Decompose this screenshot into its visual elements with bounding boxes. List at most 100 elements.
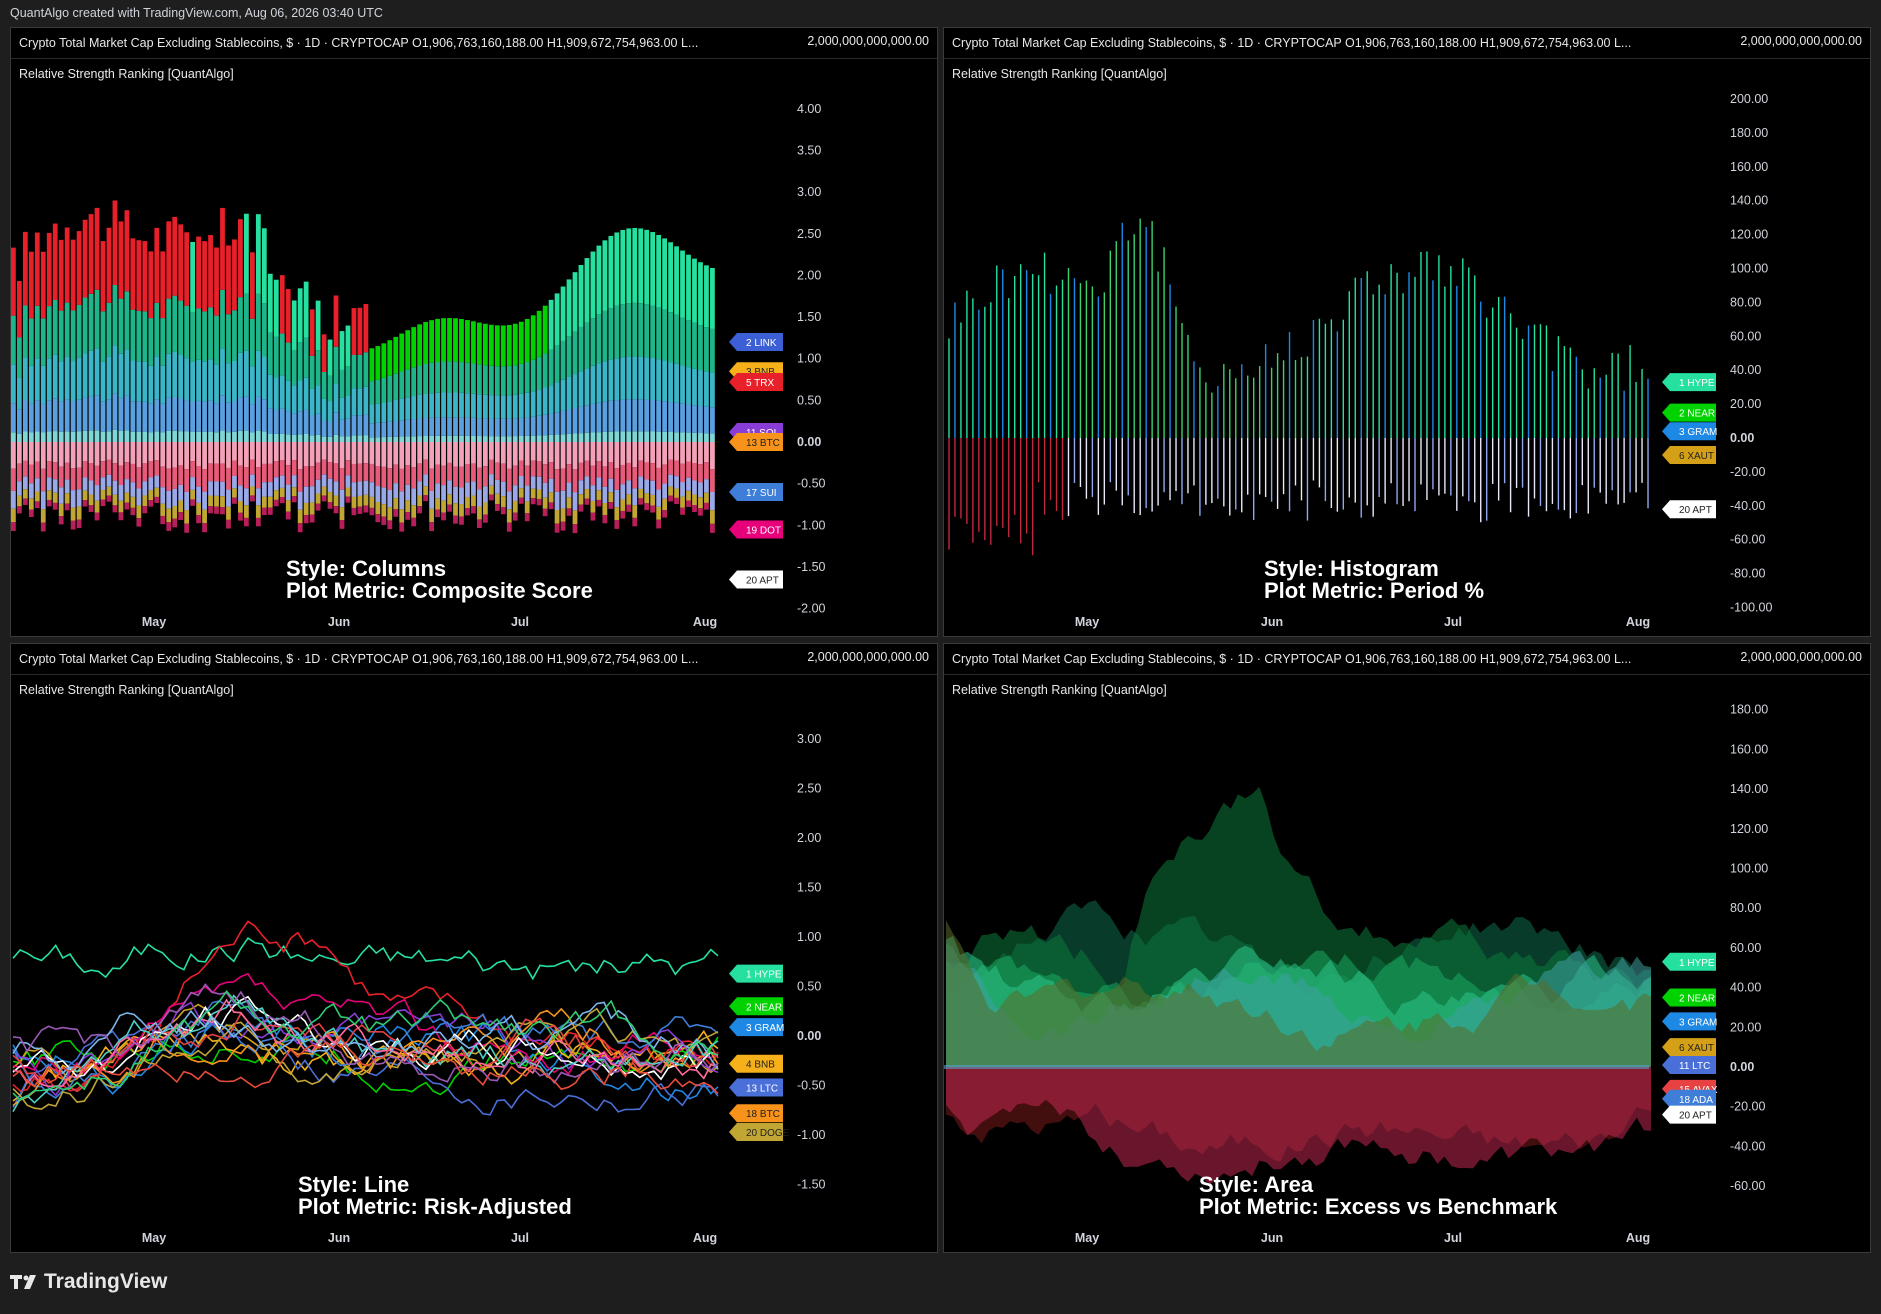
series-rank-tag[interactable]: 19 DOT (729, 520, 783, 539)
column-segment (160, 503, 166, 516)
series-rank-tag[interactable]: 2 NEAR (1662, 403, 1716, 422)
column-segment (488, 474, 494, 486)
column-segment (34, 478, 40, 492)
column-segment (536, 442, 542, 461)
x-tick-label: Aug (1626, 1231, 1650, 1245)
column-segment (590, 432, 596, 442)
column-segment (70, 468, 76, 491)
symbol-info[interactable]: Crypto Total Market Cap Excluding Stable… (19, 652, 699, 666)
column-segment (148, 490, 154, 501)
column-segment (118, 397, 124, 431)
column-segment (560, 490, 566, 509)
column-segment (584, 498, 590, 505)
chart-panel-1[interactable]: 4.00 3.50 3.00 2.50 2.00 1.50 1.00 0.50 0.00 -0.5… (10, 27, 938, 637)
tag-label: 20 APT (1679, 1111, 1712, 1122)
series-rank-tag[interactable]: 2 NEAR (729, 997, 783, 1016)
column-segment (303, 502, 309, 516)
chart-panel-2[interactable]: 200.00 180.00 160.00 140.00 120.00 100.00 80.0… (943, 27, 1871, 637)
column-segment (399, 491, 405, 510)
column-segment (94, 500, 100, 513)
column-segment (500, 506, 506, 515)
column-segment (249, 366, 255, 405)
y-tick-label: 3.50 (797, 143, 821, 157)
chart-panel-3[interactable]: 3.00 2.50 2.00 1.50 1.00 0.50 0.00 -0.50 -1.00 -1… (10, 643, 938, 1253)
column-segment (297, 469, 303, 492)
chart-canvas[interactable]: 200.00 180.00 160.00 140.00 120.00 100.00 80.0… (944, 28, 1871, 637)
column-segment (704, 462, 709, 480)
column-segment (58, 401, 64, 432)
indicator-title[interactable]: Relative Strength Ranking [QuantAlgo] (952, 67, 1167, 81)
column-segment (76, 431, 82, 442)
chart-canvas[interactable]: 3.00 2.50 2.00 1.50 1.00 0.50 0.00 -0.50 -1.00 -1… (11, 644, 938, 1253)
y-tick-label: 4.00 (797, 102, 821, 116)
chart-panel-4[interactable]: 180.00 160.00 140.00 120.00 100.00 80.00 60.00… (943, 643, 1871, 1253)
series-rank-tag[interactable]: 18 ADA (1662, 1089, 1716, 1108)
column-segment (82, 461, 88, 478)
column-segment (232, 488, 237, 498)
series-rank-tag[interactable]: 20 APT (1662, 1105, 1716, 1124)
series-rank-tag[interactable]: 3 GRAM (1662, 422, 1717, 441)
column-segment (536, 310, 542, 357)
column-segment (602, 515, 608, 524)
column-segment (608, 431, 614, 442)
series-rank-tag[interactable]: 17 SUI (729, 482, 783, 501)
column-segment (393, 498, 399, 510)
series-rank-tag[interactable]: 3 GRAM (729, 1018, 784, 1037)
column-segment (668, 242, 673, 313)
series-rank-tag[interactable]: 11 LTC (1662, 1056, 1716, 1075)
column-segment (405, 330, 411, 370)
series-rank-tag[interactable]: 1 HYPE (729, 964, 783, 983)
series-rank-tag[interactable]: 2 NEAR (1662, 988, 1716, 1007)
column-segment (279, 497, 285, 504)
series-rank-tag[interactable]: 3 GRAM (1662, 1012, 1717, 1031)
column-segment (704, 442, 709, 463)
column-segment (202, 491, 207, 510)
column-segment (363, 442, 369, 464)
series-rank-tag[interactable]: 4 BNB (729, 1054, 783, 1073)
series-rank-tag[interactable]: 5 TRX (729, 373, 783, 392)
series-rank-tag[interactable]: 1 HYPE (1662, 952, 1716, 971)
chart-canvas[interactable]: 4.00 3.50 3.00 2.50 2.00 1.50 1.00 0.50 0.00 -0.5… (11, 28, 938, 637)
series-rank-tag[interactable]: 20 APT (1662, 500, 1716, 519)
tag-label: 4 BNB (746, 1060, 775, 1071)
column-segment (124, 430, 130, 442)
series-rank-tag[interactable]: 18 BTC (729, 1104, 783, 1123)
tradingview-logo[interactable]: TradingView (10, 1270, 167, 1294)
chart-canvas[interactable]: 180.00 160.00 140.00 120.00 100.00 80.00 60.00… (944, 644, 1871, 1253)
column-segment (650, 442, 656, 464)
column-segment (560, 468, 566, 491)
series-rank-tag[interactable]: 20 APT (729, 570, 783, 589)
column-segment (124, 291, 130, 350)
series-rank-tag[interactable]: 2 LINK (729, 333, 783, 352)
series-rank-tag[interactable]: 13 BTC (729, 433, 783, 451)
column-segment (52, 431, 58, 442)
column-segment (261, 356, 267, 400)
column-segment (279, 275, 285, 334)
column-segment (64, 302, 70, 357)
column-segment (166, 508, 172, 523)
series-rank-tag[interactable]: 1 HYPE (1662, 373, 1716, 392)
column-segment (273, 409, 279, 434)
column-segment (106, 227, 112, 303)
column-segment (459, 487, 464, 505)
series-rank-tag[interactable]: 13 LTC (729, 1078, 783, 1097)
column-segment (273, 279, 279, 337)
indicator-title[interactable]: Relative Strength Ranking [QuantAlgo] (952, 683, 1167, 697)
indicator-title[interactable]: Relative Strength Ranking [QuantAlgo] (19, 67, 234, 81)
column-segment (650, 305, 656, 359)
symbol-info[interactable]: Crypto Total Market Cap Excluding Stable… (952, 652, 1632, 666)
column-segment (560, 410, 566, 435)
column-segment (351, 388, 357, 416)
tag-label: 2 NEAR (746, 1002, 782, 1013)
series-rank-tag[interactable]: 6 XAUT (1662, 445, 1716, 464)
symbol-info[interactable]: Crypto Total Market Cap Excluding Stable… (19, 36, 699, 50)
column-segment (82, 353, 88, 398)
column-segment (16, 280, 22, 338)
symbol-info[interactable]: Crypto Total Market Cap Excluding Stable… (952, 36, 1632, 50)
column-segment (226, 467, 231, 490)
series-rank-tag[interactable]: 20 DOGE (729, 1123, 790, 1142)
series-rank-tag[interactable]: 6 XAUT (1662, 1038, 1716, 1057)
indicator-title[interactable]: Relative Strength Ranking [QuantAlgo] (19, 683, 234, 697)
column-segment (375, 466, 381, 487)
column-segment (566, 433, 572, 442)
